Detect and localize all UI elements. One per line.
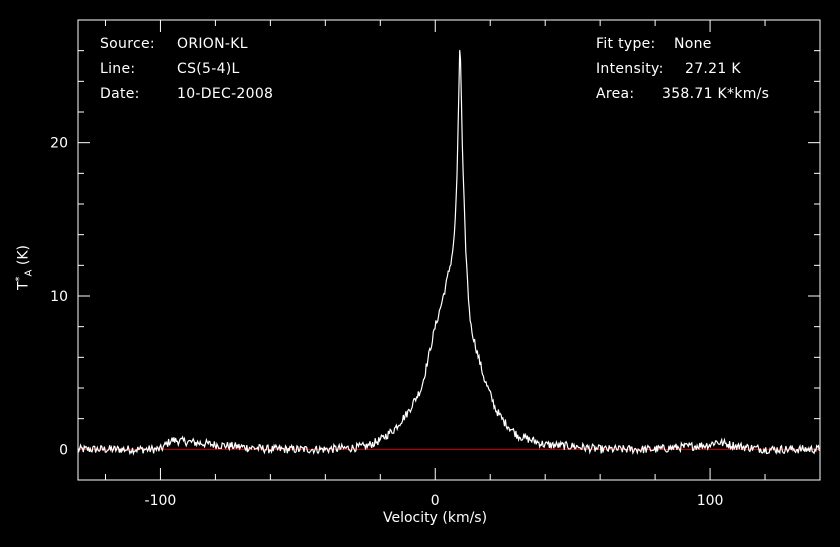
y-tick-label: 0 [59, 442, 68, 458]
line-value: CS(5-4)L [177, 61, 240, 77]
x-tick-label: -100 [145, 493, 177, 509]
spectrum-trace [77, 50, 820, 456]
intensity-label: Intensity: [596, 61, 664, 77]
plot-frame [77, 19, 821, 481]
area-value: 358.71 K*km/s [662, 86, 770, 102]
fit-type-value: None [674, 36, 712, 52]
source-label: Source: [100, 36, 155, 52]
line-label: Line: [100, 61, 136, 77]
source-value: ORION-KL [177, 36, 248, 52]
area-label: Area: [596, 86, 635, 102]
date-value: 10-DEC-2008 [177, 86, 274, 102]
date-label: Date: [100, 86, 140, 102]
x-tick-label: 0 [431, 493, 440, 509]
y-axis-label: T*A (K) [14, 245, 35, 290]
y-tick-label: 10 [50, 289, 68, 305]
y-tick-label: 20 [50, 136, 68, 152]
x-tick-label: 100 [697, 493, 724, 509]
intensity-value: 27.21 K [685, 61, 741, 77]
fit-type-label: Fit type: [596, 36, 656, 52]
x-axis-label: Velocity (km/s) [383, 510, 488, 526]
axis-ticks: -100 0 100 0 10 20 [50, 19, 821, 509]
